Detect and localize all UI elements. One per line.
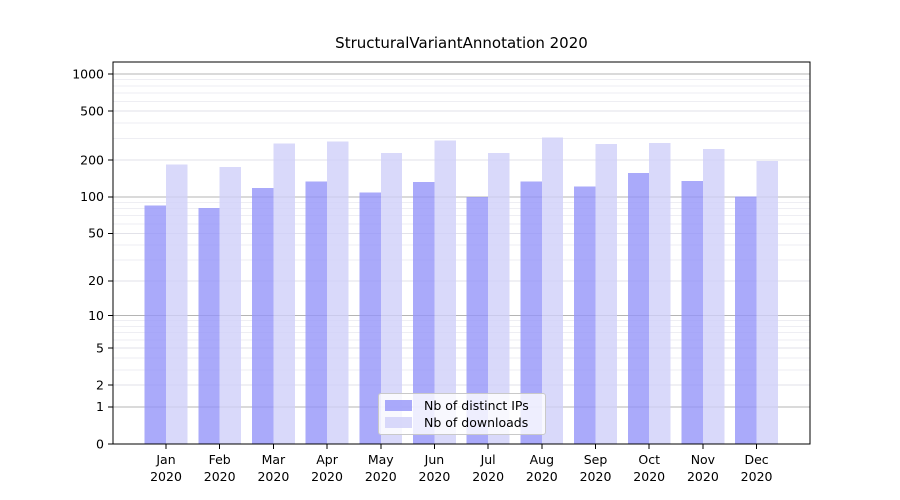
x-tick-label-month: Aug <box>530 452 554 467</box>
bar-downloads-nov <box>702 148 725 444</box>
bar-downloads-may <box>380 153 403 444</box>
x-tick-label-year: 2020 <box>365 469 397 484</box>
bar-distinct-ips-oct <box>627 172 650 444</box>
y-tick-label: 1 <box>96 399 104 414</box>
y-tick-label: 1000 <box>72 66 104 81</box>
y-tick-label: 20 <box>88 273 104 288</box>
bar-downloads-feb <box>219 166 242 444</box>
legend-item-distinct-ips: Nb of distinct IPs <box>385 398 539 413</box>
x-tick-label-month: Apr <box>316 452 338 467</box>
plot-frame <box>112 61 811 445</box>
bar-downloads-aug <box>541 137 564 445</box>
chart-title: StructuralVariantAnnotation 2020 <box>335 34 588 52</box>
x-tick-label-year: 2020 <box>204 469 236 484</box>
x-tick-label-month: Jan <box>155 452 175 467</box>
x-tick-label-year: 2020 <box>419 469 451 484</box>
legend-label-downloads: Nb of downloads <box>424 415 529 430</box>
bar-downloads-jun <box>434 140 456 444</box>
bar-distinct-ips-aug <box>520 181 542 444</box>
bar-distinct-ips-jan <box>144 205 166 444</box>
x-tick-label-year: 2020 <box>741 469 773 484</box>
x-tick-label-month: Nov <box>691 452 716 467</box>
y-tick-label: 500 <box>80 103 104 118</box>
legend-item-downloads: Nb of downloads <box>385 415 539 430</box>
bar-distinct-ips-mar <box>251 188 274 444</box>
x-tick-label-year: 2020 <box>472 469 504 484</box>
bar-distinct-ips-jul <box>466 196 489 444</box>
bar-downloads-sep <box>595 143 617 444</box>
x-tick-label-month: Jun <box>424 452 445 467</box>
x-tick-label-month: Feb <box>209 452 231 467</box>
bar-distinct-ips-nov <box>681 180 703 444</box>
x-tick-label-month: Oct <box>638 452 660 467</box>
bar-distinct-ips-apr <box>305 181 328 445</box>
bar-distinct-ips-jun <box>413 182 435 444</box>
y-tick-label: 50 <box>88 226 104 241</box>
bar-downloads-jul <box>488 152 510 444</box>
bar-distinct-ips-may <box>359 192 381 444</box>
y-tick-label: 0 <box>96 436 104 451</box>
bar-downloads-mar <box>273 143 295 444</box>
bar-downloads-apr <box>327 141 349 445</box>
y-tick-label: 2 <box>96 377 104 392</box>
chart-legend: Nb of distinct IPs Nb of downloads <box>378 393 546 435</box>
x-tick-label-year: 2020 <box>526 469 558 484</box>
x-tick-label-year: 2020 <box>257 469 289 484</box>
x-tick-label-month: Dec <box>744 452 768 467</box>
bar-downloads-oct <box>649 143 671 444</box>
legend-swatch-distinct-ips <box>385 400 412 411</box>
bar-distinct-ips-sep <box>574 186 596 444</box>
bar-distinct-ips-dec <box>735 196 757 444</box>
y-tick-label: 10 <box>88 308 104 323</box>
legend-label-distinct-ips: Nb of distinct IPs <box>424 398 529 413</box>
bar-distinct-ips-feb <box>198 207 220 444</box>
x-tick-label-year: 2020 <box>311 469 343 484</box>
y-tick-label: 5 <box>96 340 104 355</box>
x-tick-label-month: May <box>368 452 394 467</box>
bar-downloads-dec <box>756 160 778 445</box>
x-tick-label-year: 2020 <box>687 469 719 484</box>
x-tick-label-year: 2020 <box>633 469 665 484</box>
x-tick-label-month: Mar <box>262 452 286 467</box>
x-tick-label-year: 2020 <box>580 469 612 484</box>
y-tick-label: 200 <box>80 152 104 167</box>
bar-downloads-jan <box>166 164 188 444</box>
x-tick-label-month: Sep <box>584 452 608 467</box>
x-tick-label-year: 2020 <box>150 469 182 484</box>
legend-swatch-downloads <box>385 417 412 428</box>
x-tick-label-month: Jul <box>480 452 496 467</box>
y-tick-label: 100 <box>80 189 104 204</box>
